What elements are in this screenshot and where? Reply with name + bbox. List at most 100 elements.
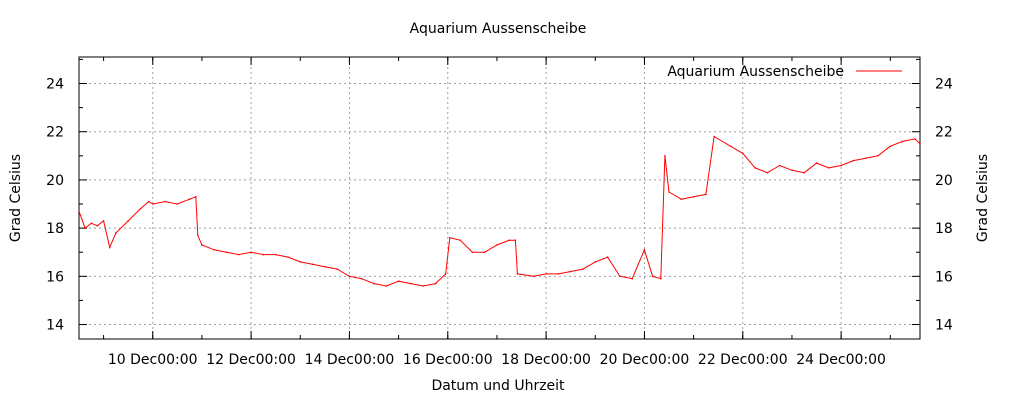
grid-lines bbox=[79, 57, 920, 339]
data-point bbox=[84, 227, 86, 229]
data-point bbox=[471, 251, 474, 253]
data-point bbox=[213, 249, 215, 251]
data-point bbox=[766, 171, 769, 174]
x-tick-label: 16 Dec00:00 bbox=[403, 352, 493, 368]
data-point bbox=[324, 265, 326, 268]
data-point bbox=[459, 239, 461, 241]
y2-axis-label: Grad Celsius bbox=[975, 154, 991, 242]
data-point bbox=[90, 222, 93, 225]
data-point bbox=[250, 251, 252, 253]
x-tick-label: 12 Dec00:00 bbox=[206, 352, 296, 368]
data-point bbox=[594, 261, 597, 263]
data-point bbox=[311, 263, 314, 266]
y-tick-label: 16 bbox=[46, 269, 64, 285]
data-point bbox=[840, 164, 842, 167]
x-tick-label: 22 Dec00:00 bbox=[698, 352, 788, 368]
data-point bbox=[664, 155, 666, 157]
y2-tick-label: 20 bbox=[935, 173, 953, 189]
data-point bbox=[225, 251, 228, 253]
data-point bbox=[864, 157, 867, 159]
data-point bbox=[582, 268, 584, 270]
x-axis-ticks: 10 Dec00:00 12 Dec00:00 14 Dec00:00 16 Dec0… bbox=[103, 57, 891, 368]
data-point bbox=[197, 234, 199, 237]
y2-tick-label: 18 bbox=[935, 221, 953, 237]
data-point bbox=[742, 152, 744, 155]
data-point bbox=[914, 138, 916, 140]
data-point bbox=[606, 256, 609, 258]
data-point bbox=[514, 239, 517, 241]
data-point bbox=[139, 208, 142, 210]
plot-frame bbox=[78, 56, 921, 340]
data-point bbox=[680, 198, 683, 200]
data-point bbox=[262, 253, 265, 256]
data-point bbox=[705, 193, 707, 196]
data-point bbox=[651, 275, 654, 278]
x-tick-label: 20 Dec00:00 bbox=[600, 352, 690, 368]
data-point bbox=[385, 285, 388, 287]
data-point bbox=[631, 277, 633, 280]
y2-tick-label: 14 bbox=[935, 318, 953, 334]
y-tick-label: 24 bbox=[46, 77, 64, 93]
legend: Aquarium Aussenscheibe bbox=[667, 64, 902, 80]
data-point bbox=[444, 273, 447, 275]
data-point bbox=[619, 275, 621, 278]
data-point bbox=[195, 196, 197, 198]
y2-tick-label: 16 bbox=[935, 269, 953, 285]
data-point bbox=[115, 232, 117, 234]
data-point bbox=[516, 273, 519, 275]
series-line bbox=[78, 135, 921, 287]
data-point bbox=[188, 198, 191, 200]
data-point bbox=[201, 244, 203, 246]
data-point bbox=[238, 253, 240, 256]
data-point bbox=[496, 244, 498, 246]
data-point bbox=[360, 277, 363, 280]
data-point bbox=[287, 256, 289, 258]
data-point bbox=[422, 285, 425, 287]
chart-title: Aquarium Aussenscheibe bbox=[410, 21, 587, 37]
data-point bbox=[692, 196, 695, 198]
y-tick-label: 14 bbox=[46, 318, 64, 334]
data-point bbox=[102, 220, 105, 222]
y2-tick-label: 24 bbox=[935, 77, 953, 93]
data-point bbox=[483, 251, 486, 253]
data-point bbox=[901, 140, 904, 143]
data-point bbox=[713, 135, 715, 138]
data-point bbox=[557, 273, 560, 275]
x-tick-label: 14 Dec00:00 bbox=[305, 352, 395, 368]
data-point bbox=[274, 253, 277, 256]
data-point bbox=[397, 280, 400, 283]
data-point bbox=[660, 277, 662, 280]
legend-label: Aquarium Aussenscheibe bbox=[667, 64, 844, 80]
data-point bbox=[147, 200, 150, 203]
data-point bbox=[828, 167, 830, 169]
data-point bbox=[852, 159, 855, 162]
x-tick-label: 24 Dec00:00 bbox=[796, 352, 886, 368]
x-tick-label: 10 Dec00:00 bbox=[108, 352, 198, 368]
data-point bbox=[569, 270, 572, 273]
data-point bbox=[449, 237, 451, 239]
data-point bbox=[889, 145, 892, 147]
data-point bbox=[164, 200, 166, 203]
data-point bbox=[299, 261, 302, 263]
data-point bbox=[96, 224, 99, 227]
data-point bbox=[508, 239, 511, 241]
data-point bbox=[754, 167, 756, 169]
data-point bbox=[108, 246, 111, 249]
data-point bbox=[791, 169, 793, 172]
y-tick-label: 20 bbox=[46, 173, 64, 189]
series-layer bbox=[78, 135, 921, 287]
data-point bbox=[919, 143, 921, 145]
data-point bbox=[545, 273, 547, 275]
data-point bbox=[533, 275, 535, 278]
data-point bbox=[643, 249, 646, 251]
y-axis-label: Grad Celsius bbox=[8, 154, 24, 242]
x-axis-label: Datum und Uhrzeit bbox=[431, 378, 565, 394]
data-point bbox=[877, 155, 879, 157]
y-tick-label: 22 bbox=[46, 125, 64, 141]
y-axis-ticks: 14 14 16 16 18 18 20 20 22 22 24 24 bbox=[46, 58, 953, 334]
y-tick-label: 18 bbox=[46, 221, 64, 237]
data-point bbox=[176, 203, 179, 205]
data-point bbox=[729, 145, 732, 147]
data-point bbox=[410, 282, 412, 285]
